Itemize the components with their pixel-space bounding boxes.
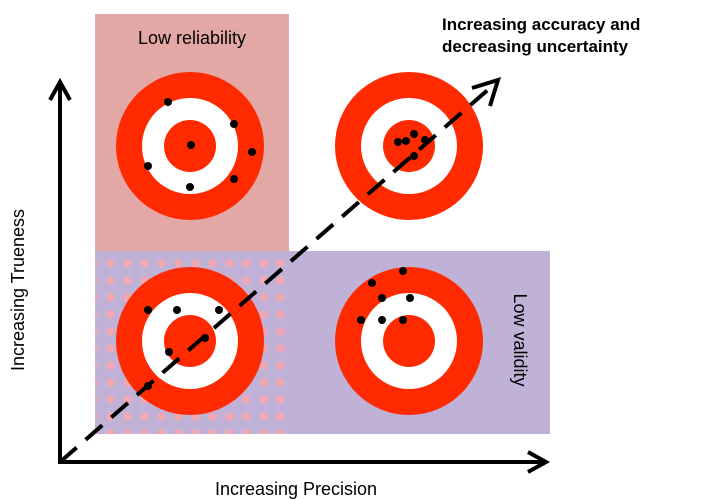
- x-axis-label: Increasing Precision: [215, 479, 377, 499]
- y-axis-arrowhead: [48, 77, 72, 101]
- target-bottom-left: [116, 267, 264, 415]
- hit-dots: [394, 130, 429, 160]
- title-line-1: Increasing accuracy and: [442, 15, 640, 34]
- hit-dots: [357, 267, 414, 324]
- target-bottom-right: [335, 267, 483, 415]
- y-axis-label: Increasing Trueness: [8, 209, 28, 371]
- accuracy-arrowhead: [471, 76, 502, 107]
- hit-dots: [144, 98, 256, 191]
- x-axis-arrowhead: [527, 450, 551, 474]
- target-top-right: [335, 72, 483, 220]
- low-validity-label: Low validity: [510, 293, 530, 386]
- low-reliability-label: Low reliability: [138, 28, 246, 48]
- accuracy-dashed-arrow: [58, 86, 492, 464]
- target-top-left: [116, 72, 264, 220]
- title-line-2: decreasing uncertainty: [442, 37, 629, 56]
